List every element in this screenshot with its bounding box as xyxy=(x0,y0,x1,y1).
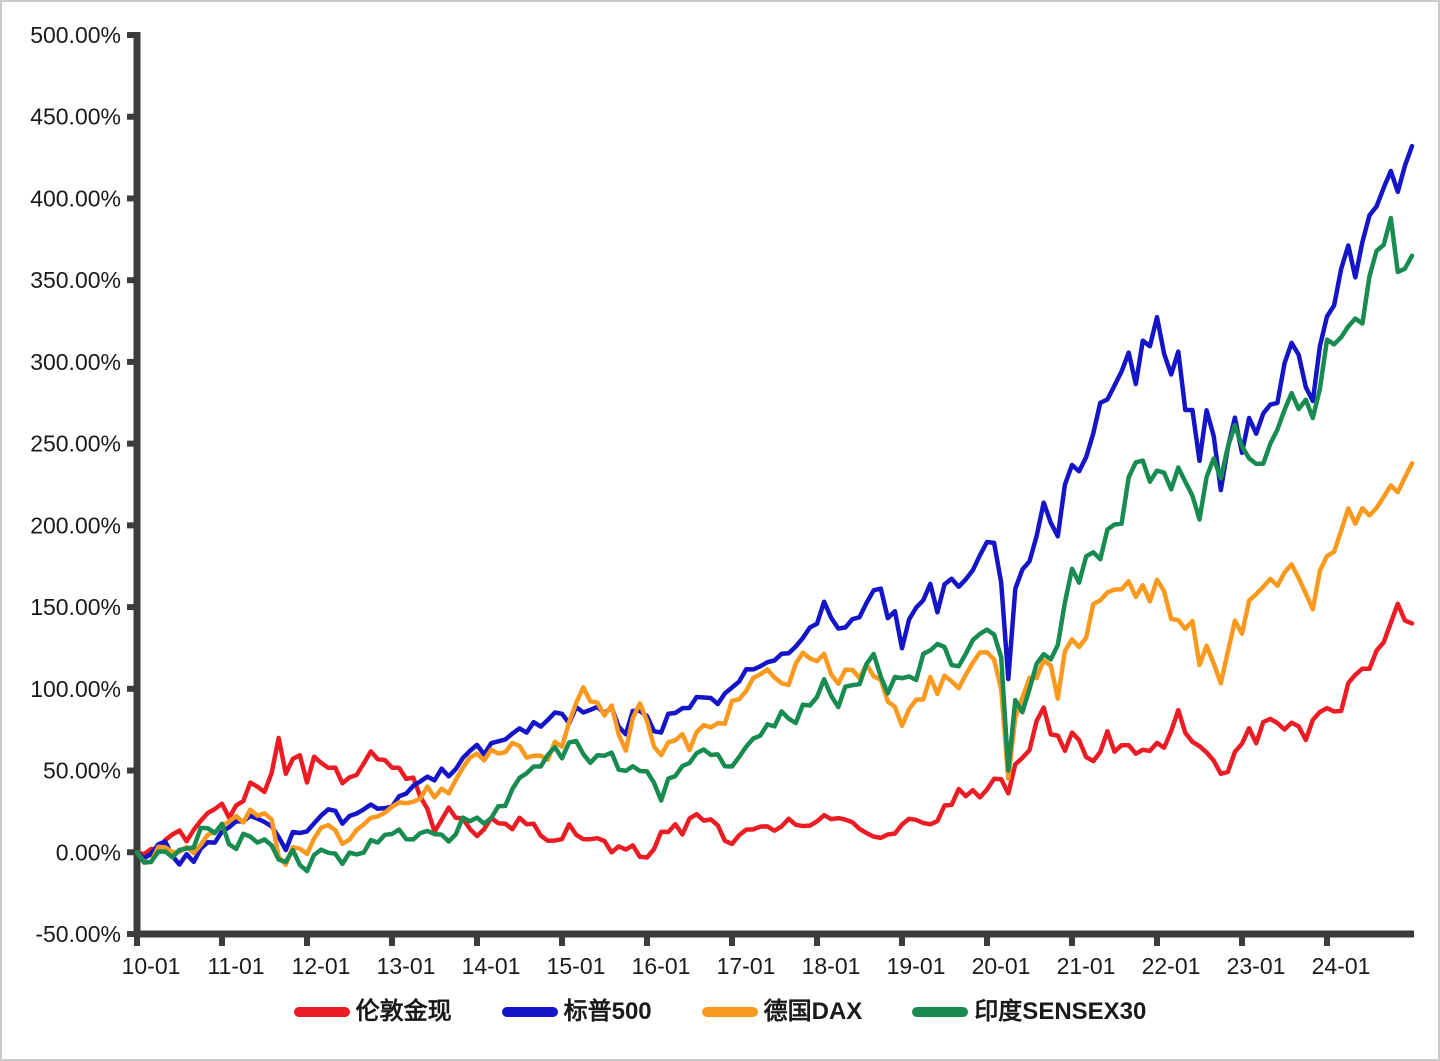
x-axis-tick-label: 20-01 xyxy=(972,953,1031,979)
series-line-sensex30 xyxy=(134,215,1415,874)
legend-item-dax: 德国DAX xyxy=(701,998,863,1025)
x-axis-tick-label: 24-01 xyxy=(1312,953,1371,979)
x-axis-tick-label: 18-01 xyxy=(802,953,861,979)
legend-item-sp500: 标普500 xyxy=(501,998,652,1025)
chart-legend: 伦敦金现 标普500 德国DAX 印度SENSEX30 xyxy=(2,1000,1438,1024)
x-axis-tick-label: 19-01 xyxy=(887,953,946,979)
legend-swatch-sp500 xyxy=(501,1007,558,1017)
series-line-dax xyxy=(134,461,1415,867)
x-axis-tick-label: 22-01 xyxy=(1142,953,1201,979)
x-axis-tick-label: 23-01 xyxy=(1227,953,1286,979)
y-axis-tick-label: 50.00% xyxy=(43,758,121,784)
y-axis-tick-label: 150.00% xyxy=(30,594,121,620)
y-axis-tick-label: 200.00% xyxy=(30,512,121,538)
legend-label-sensex30: 印度SENSEX30 xyxy=(974,998,1147,1025)
y-axis-tick-label: 250.00% xyxy=(30,431,121,457)
x-axis-tick-label: 13-01 xyxy=(377,953,436,979)
legend-label-gold: 伦敦金现 xyxy=(355,998,452,1025)
y-axis-tick-label: 100.00% xyxy=(30,676,121,702)
y-axis-tick-label: 300.00% xyxy=(30,349,121,375)
y-axis-tick-label: -50.00% xyxy=(35,921,121,947)
x-axis-tick-label: 12-01 xyxy=(292,953,351,979)
x-axis-tick-label: 16-01 xyxy=(632,953,691,979)
legend-swatch-gold xyxy=(293,1007,350,1017)
y-axis-tick-label: 500.00% xyxy=(30,22,121,48)
x-axis-tick-label: 15-01 xyxy=(547,953,606,979)
y-axis-tick-label: 400.00% xyxy=(30,185,121,211)
legend-item-gold: 伦敦金现 xyxy=(293,998,452,1025)
legend-swatch-dax xyxy=(701,1007,758,1017)
x-axis-tick-label: 21-01 xyxy=(1057,953,1116,979)
x-axis-tick-label: 10-01 xyxy=(122,953,181,979)
x-axis-tick-label: 17-01 xyxy=(717,953,776,979)
y-axis-tick-label: 450.00% xyxy=(30,104,121,130)
legend-label-dax: 德国DAX xyxy=(763,998,863,1025)
y-axis-tick-label: 350.00% xyxy=(30,267,121,293)
legend-swatch-sensex30 xyxy=(912,1007,969,1017)
x-axis-tick-label: 11-01 xyxy=(207,953,264,979)
y-axis-tick-label: 0.00% xyxy=(56,839,121,865)
legend-item-sensex30: 印度SENSEX30 xyxy=(912,1000,1146,1024)
series-line-gold xyxy=(134,601,1415,860)
legend-label-sp500: 标普500 xyxy=(563,998,652,1025)
series-line-sp500 xyxy=(134,143,1415,867)
x-axis-tick-label: 14-01 xyxy=(462,953,521,979)
